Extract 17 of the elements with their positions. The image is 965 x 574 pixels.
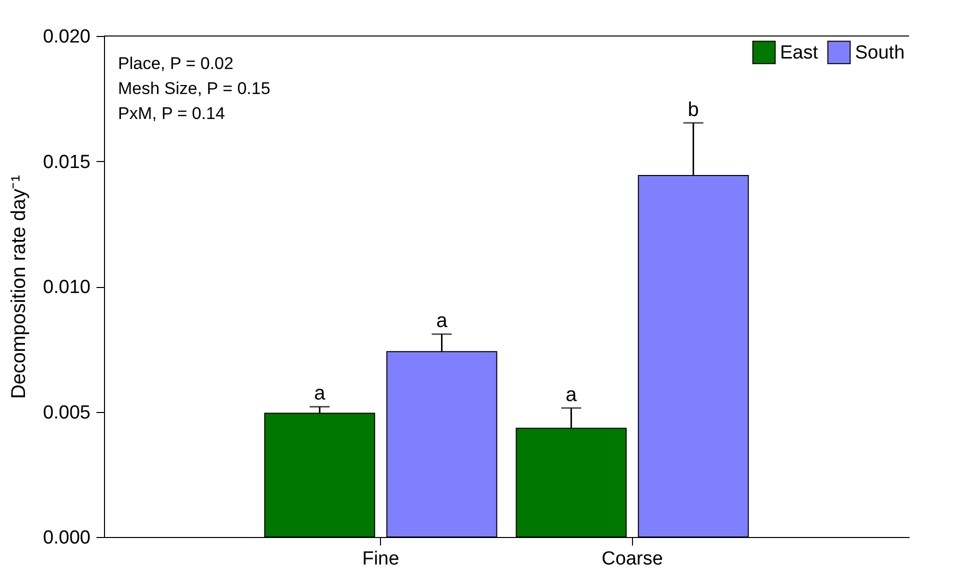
- x-tick-label: Coarse: [602, 548, 663, 570]
- y-tick-label: 0.020: [42, 26, 90, 48]
- data-label: a: [436, 310, 448, 332]
- data-label: a: [566, 384, 578, 406]
- y-tick-label: 0.015: [42, 152, 90, 173]
- data-label: a: [314, 382, 326, 405]
- y-tick-label: 0.000: [42, 528, 90, 548]
- annotation: PxM, P = 0.14: [118, 104, 225, 123]
- annotation: Place, P = 0.02: [118, 54, 234, 73]
- y-tick-label: 0.005: [42, 402, 90, 424]
- y-tick-label: 0.010: [42, 277, 90, 298]
- legend-label: South: [855, 42, 905, 64]
- legend-label: East: [780, 42, 819, 64]
- data-label: b: [688, 98, 699, 121]
- x-tick-label: Fine: [362, 548, 400, 570]
- annotation: Mesh Size, P = 0.15: [118, 79, 270, 98]
- y-axis-title: Decomposition rate day⁻¹: [8, 174, 30, 399]
